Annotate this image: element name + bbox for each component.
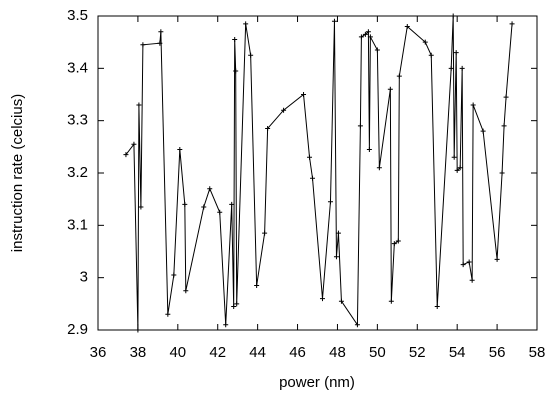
- x-tick-label: 50: [369, 344, 386, 361]
- data-point: [376, 165, 382, 171]
- y-tick-label: 3.4: [67, 59, 88, 76]
- data-point: [231, 303, 237, 309]
- y-axis-label: instruction rate (celcius): [9, 94, 26, 252]
- data-point: [365, 29, 371, 35]
- data-point: [262, 230, 268, 236]
- y-tick-label: 2.9: [67, 321, 88, 338]
- x-tick-label: 40: [169, 344, 186, 361]
- data-point: [217, 209, 223, 215]
- data-point: [338, 298, 344, 304]
- data-point: [469, 277, 475, 283]
- data-point: [466, 259, 472, 265]
- data-point: [182, 201, 188, 207]
- x-axis-label: power (nm): [279, 374, 355, 391]
- data-point: [207, 186, 213, 192]
- x-tick-label: 38: [130, 344, 147, 361]
- data-point: [333, 254, 339, 260]
- data-point: [404, 23, 410, 29]
- data-point: [451, 154, 457, 160]
- x-tick-label: 42: [209, 344, 226, 361]
- data-point: [459, 65, 465, 71]
- data-point: [135, 327, 141, 333]
- data-line: [125, 15, 513, 331]
- data-point: [494, 256, 500, 262]
- data-point: [157, 40, 163, 46]
- data-point: [501, 123, 507, 129]
- data-point: [331, 18, 337, 24]
- data-point: [183, 288, 189, 294]
- data-point: [319, 296, 325, 302]
- data-point: [387, 86, 393, 92]
- data-point: [158, 29, 164, 35]
- data-point: [450, 13, 456, 19]
- data-point: [281, 107, 287, 113]
- data-point: [307, 154, 313, 160]
- data-point: [254, 283, 260, 289]
- y-tick-label: 3.3: [67, 112, 88, 129]
- data-point: [165, 311, 171, 317]
- y-tick-label: 3: [80, 269, 88, 286]
- data-point: [453, 50, 459, 56]
- data-point: [509, 21, 515, 27]
- data-point: [354, 322, 360, 328]
- y-tick-label: 3.5: [67, 7, 88, 24]
- data-point: [358, 34, 364, 40]
- data-point: [123, 152, 129, 158]
- data-point: [366, 146, 372, 152]
- data-point: [140, 42, 146, 48]
- data-point: [470, 102, 476, 108]
- data-point: [388, 298, 394, 304]
- x-tick-label: 46: [289, 344, 306, 361]
- data-point: [136, 102, 142, 108]
- x-tick-label: 44: [249, 344, 266, 361]
- data-point: [434, 303, 440, 309]
- data-point: [367, 34, 373, 40]
- data-point: [138, 204, 144, 210]
- data-point: [448, 65, 454, 71]
- data-point: [248, 52, 254, 58]
- data-point: [499, 170, 505, 176]
- data-point: [396, 73, 402, 79]
- x-tick-label: 36: [90, 344, 107, 361]
- data-point: [229, 201, 235, 207]
- y-tick-label: 3.2: [67, 164, 88, 181]
- x-tick-label: 58: [529, 344, 546, 361]
- data-point: [171, 272, 177, 278]
- data-point: [233, 68, 239, 74]
- data-point: [428, 52, 434, 58]
- data-point: [503, 94, 509, 100]
- data-point: [374, 47, 380, 53]
- data-point: [391, 241, 397, 247]
- x-tick-label: 56: [489, 344, 506, 361]
- y-tick-label: 3.1: [67, 216, 88, 233]
- data-point: [362, 31, 368, 37]
- data-point: [243, 21, 249, 27]
- data-point: [454, 167, 460, 173]
- data-point: [301, 92, 307, 97]
- x-tick-label: 52: [409, 344, 426, 361]
- data-point: [457, 165, 463, 171]
- data-point: [131, 141, 137, 147]
- data-point: [480, 128, 486, 134]
- data-point: [265, 126, 271, 132]
- data-point: [335, 230, 341, 236]
- data-point: [232, 37, 238, 43]
- data-point: [327, 199, 333, 205]
- data-point: [310, 175, 316, 181]
- data-point: [201, 204, 207, 210]
- data-point: [357, 123, 363, 129]
- data-point: [177, 146, 183, 152]
- x-tick-label: 48: [329, 344, 346, 361]
- data-point: [395, 238, 401, 244]
- x-tick-label: 54: [449, 344, 466, 361]
- data-point: [422, 39, 428, 45]
- data-point: [234, 301, 240, 307]
- data-point: [223, 322, 229, 328]
- data-point: [460, 262, 466, 268]
